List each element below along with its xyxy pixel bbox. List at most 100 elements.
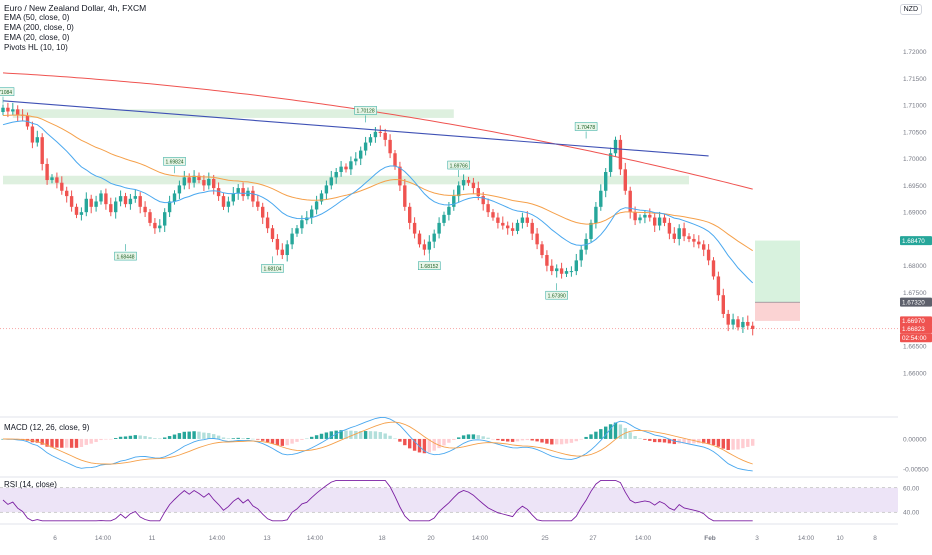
candle-body — [550, 265, 554, 272]
pivot-box — [114, 251, 137, 261]
time-tick-label: 14:00 — [798, 535, 815, 542]
time-tick-label: 11 — [149, 535, 156, 542]
ema50-line — [2, 114, 753, 252]
macd-histogram-bar — [589, 434, 593, 439]
macd-histogram-bar — [452, 438, 456, 441]
candle-body — [378, 131, 382, 133]
candle-body — [569, 271, 574, 273]
macd-histogram-bar — [486, 437, 490, 439]
macd-histogram-bar — [79, 438, 84, 448]
candle-body — [6, 107, 10, 112]
time-tick-label: 20 — [427, 535, 435, 542]
candle-body — [310, 209, 314, 218]
rsi-band — [0, 487, 898, 513]
macd-histogram-bar — [280, 438, 284, 446]
candle-body — [393, 153, 397, 167]
candle-body — [613, 139, 618, 154]
candle-body — [628, 190, 632, 213]
macd-histogram-bar — [65, 438, 69, 448]
macd-signal-line — [2, 421, 753, 465]
currency-badge[interactable]: NZD — [899, 4, 922, 15]
ema50-legend[interactable]: EMA (50, close, 0) — [4, 13, 70, 22]
macd-tick-label: -0.00500 — [903, 466, 929, 473]
candle-body — [270, 228, 275, 239]
candle-body — [618, 139, 623, 170]
price-tick-label: 1.69000 — [903, 210, 927, 217]
candle-body — [280, 249, 284, 256]
macd-histogram-bar — [163, 437, 167, 439]
candle-body — [1, 107, 5, 113]
candle-body — [506, 225, 510, 229]
candle-body — [40, 137, 44, 164]
time-tick-label: 27 — [589, 535, 597, 542]
macd-histogram-bar — [471, 434, 476, 439]
candle-body — [275, 238, 280, 250]
position-loss-zone — [755, 302, 800, 321]
candle-body — [359, 150, 363, 159]
candle-body — [143, 206, 147, 213]
price-tick-label: 1.70000 — [903, 156, 927, 163]
pivot-label: 1.69766 — [450, 163, 468, 169]
ema200-line — [2, 72, 753, 190]
macd-histogram-bar — [339, 430, 343, 439]
macd-histogram-bar — [393, 438, 397, 440]
macd-histogram-bar — [432, 438, 436, 451]
rsi-tick-label: 60.00 — [903, 485, 920, 492]
macd-histogram-bar — [216, 435, 221, 439]
macd-legend[interactable]: MACD (12, 26, close, 9) — [4, 423, 90, 432]
macd-histogram-bar — [69, 438, 74, 448]
macd-histogram-bar — [241, 438, 245, 439]
macd-histogram-bar — [564, 438, 569, 444]
candle-body — [555, 268, 559, 272]
ema200-legend[interactable]: EMA (200, close, 0) — [4, 23, 74, 32]
candle-body — [667, 222, 672, 234]
macd-histogram-bar — [363, 431, 368, 439]
candle-body — [706, 249, 711, 261]
candle-body — [461, 180, 466, 186]
macd-histogram-bar — [569, 438, 574, 443]
candle-body — [608, 153, 613, 173]
ema20-legend[interactable]: EMA (20, close, 0) — [4, 33, 70, 42]
candle-body — [216, 188, 221, 197]
candle-body — [599, 190, 603, 207]
rsi-legend[interactable]: RSI (14, close) — [4, 480, 57, 489]
macd-histogram-bar — [182, 431, 186, 439]
pivot-label: 1.70478 — [577, 125, 595, 131]
price-label-bg — [900, 316, 932, 326]
macd-histogram-bar — [99, 438, 103, 441]
rsi-tick-label: 40.00 — [903, 510, 920, 517]
candle-body — [564, 271, 569, 274]
pivots-legend[interactable]: Pivots HL (10, 10) — [4, 43, 68, 52]
macd-histogram-bar — [667, 438, 672, 444]
candle-body — [373, 131, 378, 138]
macd-histogram-bar — [692, 438, 696, 444]
macd-histogram-bar — [662, 438, 667, 443]
macd-histogram-bar — [305, 438, 309, 440]
candle-body — [109, 204, 113, 213]
candle-body — [300, 220, 304, 229]
time-tick-label: 6 — [53, 535, 57, 542]
macd-histogram-bar — [187, 431, 191, 439]
candle-body — [69, 196, 74, 207]
macd-histogram-bar — [295, 438, 299, 442]
candle-body — [643, 214, 647, 218]
macd-histogram-bar — [515, 438, 520, 442]
macd-histogram-bar — [403, 438, 407, 446]
candle-body — [221, 196, 226, 207]
candle-body — [559, 268, 564, 274]
candle-body — [481, 196, 485, 205]
time-tick-label: 13 — [263, 535, 271, 542]
candle-body — [84, 198, 88, 213]
candle-body — [540, 244, 544, 256]
macd-histogram-bar — [236, 437, 240, 439]
time-tick-label: 18 — [378, 535, 386, 542]
macd-histogram-bar — [123, 436, 128, 439]
macd-histogram-bar — [256, 438, 260, 440]
time-tick-label: 14:00 — [307, 535, 324, 542]
macd-histogram-bar — [40, 438, 44, 445]
macd-histogram-bar — [599, 429, 603, 439]
macd-histogram-bar — [461, 435, 466, 439]
macd-histogram-bar — [657, 438, 662, 443]
macd-histogram-bar — [687, 438, 691, 444]
